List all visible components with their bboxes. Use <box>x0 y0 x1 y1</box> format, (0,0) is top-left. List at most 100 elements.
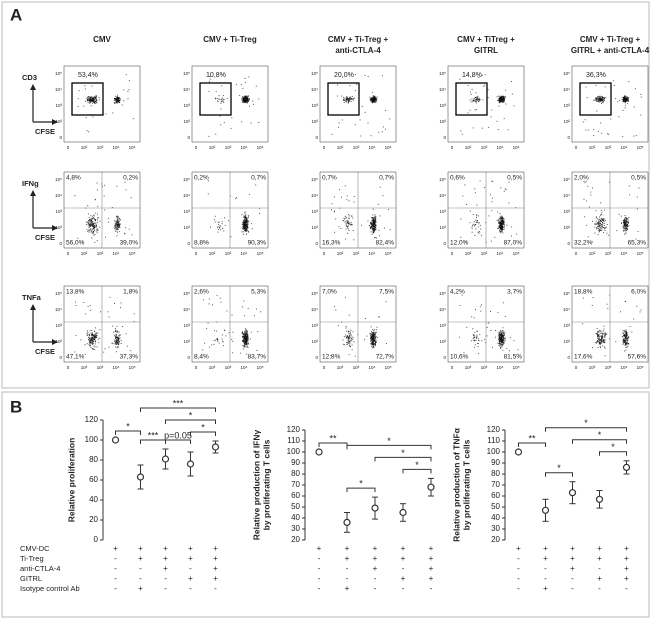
y-tick-label: 10⁴ <box>183 87 190 92</box>
event-dot <box>231 117 232 118</box>
event-dot <box>117 217 118 218</box>
y-tick-label: 90 <box>291 458 300 467</box>
event-dot <box>223 101 224 102</box>
event-dot <box>119 231 120 232</box>
event-dot <box>373 209 374 210</box>
event-dot <box>606 233 607 234</box>
event-dot <box>388 209 389 210</box>
event-dot <box>244 333 245 334</box>
event-dot <box>246 220 247 221</box>
event-dot <box>470 100 471 101</box>
event-dot <box>602 98 603 99</box>
axis-label: TNFa <box>22 293 42 302</box>
event-dot <box>115 341 116 342</box>
event-dot <box>106 113 107 114</box>
event-dot <box>347 227 348 228</box>
event-dot <box>373 221 374 222</box>
event-dot <box>245 100 246 101</box>
event-dot <box>90 220 91 221</box>
event-dot <box>375 226 376 227</box>
event-dot <box>471 340 472 341</box>
x-tick-label: 10⁵ <box>129 145 136 150</box>
y-tick-label: 0 <box>59 241 62 246</box>
event-dot <box>474 335 475 336</box>
significance-label: *** <box>148 430 159 440</box>
event-dot <box>88 224 89 225</box>
event-dot <box>116 221 117 222</box>
quadrant-percent: 4,8% <box>66 175 81 182</box>
event-dot <box>602 223 603 224</box>
event-dot <box>352 349 353 350</box>
event-dot <box>494 237 495 238</box>
event-dot <box>115 101 116 102</box>
y-tick-label: 80 <box>291 469 300 478</box>
event-dot <box>202 349 203 350</box>
event-dot <box>603 98 604 99</box>
y-tick-label: 10² <box>311 225 318 230</box>
event-dot <box>597 222 598 223</box>
event-dot <box>331 209 332 210</box>
event-dot <box>373 229 374 230</box>
event-dot <box>93 341 94 342</box>
event-dot <box>625 233 626 234</box>
y-tick-label: 10⁵ <box>439 71 446 76</box>
event-dot <box>244 219 245 220</box>
event-dot <box>499 213 500 214</box>
event-dot <box>215 98 216 99</box>
event-dot <box>245 339 246 340</box>
event-dot <box>601 224 602 225</box>
y-tick-label: 20 <box>89 515 98 524</box>
event-dot <box>334 232 335 233</box>
event-dot <box>115 330 116 331</box>
event-dot <box>118 98 119 99</box>
x-tick-label: 10³ <box>225 365 232 370</box>
event-dot <box>600 220 601 221</box>
event-dot <box>601 225 602 226</box>
y-tick-label: 10² <box>183 225 190 230</box>
event-dot <box>210 227 211 228</box>
event-dot <box>601 226 602 227</box>
event-dot <box>497 220 498 221</box>
event-dot <box>603 329 604 330</box>
condition-mark: - <box>402 564 405 573</box>
event-dot <box>379 235 380 236</box>
event-dot <box>88 102 89 103</box>
event-dot <box>93 339 94 340</box>
event-dot <box>371 228 372 229</box>
event-dot <box>337 85 338 86</box>
event-dot <box>371 217 372 218</box>
event-dot <box>109 316 110 317</box>
condition-mark: - <box>318 564 321 573</box>
event-dot <box>90 229 91 230</box>
event-dot <box>256 309 257 310</box>
event-dot <box>352 337 353 338</box>
axis-label: IFNg <box>22 179 39 188</box>
event-dot <box>223 231 224 232</box>
y-tick-label: 120 <box>487 425 501 434</box>
event-dot <box>115 328 116 329</box>
event-dot <box>87 231 88 232</box>
event-dot <box>95 213 96 214</box>
event-dot <box>375 341 376 342</box>
event-dot <box>374 229 375 230</box>
event-dot <box>216 91 217 92</box>
event-dot <box>220 109 221 110</box>
event-dot <box>86 117 87 118</box>
x-tick-label: 0 <box>67 365 70 370</box>
event-dot <box>377 327 378 328</box>
event-dot <box>247 223 248 224</box>
event-dot <box>89 224 90 225</box>
event-dot <box>503 229 504 230</box>
event-dot <box>497 121 498 122</box>
event-dot <box>248 232 249 233</box>
event-dot <box>471 101 472 102</box>
event-dot <box>641 309 642 310</box>
condition-mark: - <box>318 584 321 593</box>
condition-mark: + <box>113 544 118 553</box>
event-dot <box>605 230 606 231</box>
event-dot <box>497 100 498 101</box>
condition-mark: - <box>318 554 321 563</box>
event-dot <box>229 332 230 333</box>
event-dot <box>83 302 84 303</box>
event-dot <box>125 182 126 183</box>
